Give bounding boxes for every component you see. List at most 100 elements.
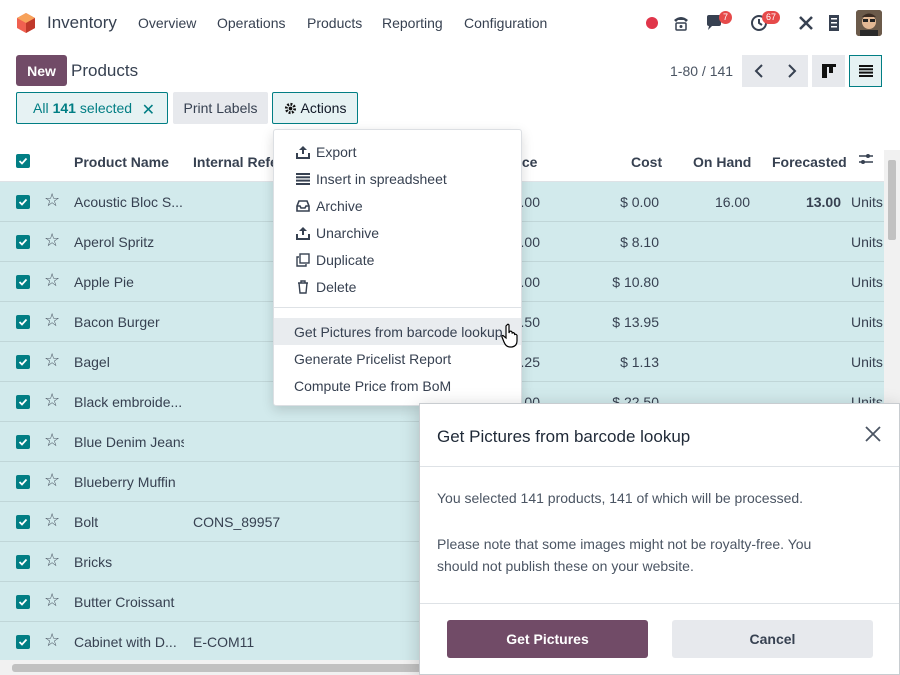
user-avatar[interactable]: [856, 10, 882, 36]
menu-item-insert-spreadsheet[interactable]: Insert in spreadsheet: [274, 165, 521, 192]
kanban-view-button[interactable]: [812, 55, 845, 87]
cell-uom[interactable]: Units: [851, 274, 883, 290]
row-checkbox[interactable]: [16, 195, 30, 209]
selection-chip[interactable]: All 141 selected ✕: [16, 92, 168, 124]
row-checkbox[interactable]: [16, 395, 30, 409]
status-dot-icon[interactable]: [645, 12, 659, 34]
pager-next-button[interactable]: [775, 55, 808, 87]
favorite-star-icon[interactable]: ☆: [44, 350, 61, 370]
cell-forecast[interactable]: 13.00: [805, 194, 841, 210]
close-icon[interactable]: [864, 425, 882, 443]
cell-price[interactable]: .00: [520, 274, 540, 290]
cell-name[interactable]: Bolt: [74, 514, 99, 530]
header-cost[interactable]: Cost: [631, 154, 663, 170]
cell-ref[interactable]: E-COM11: [193, 634, 255, 650]
row-checkbox[interactable]: [16, 515, 30, 529]
app-name[interactable]: Inventory: [47, 13, 117, 32]
cancel-button[interactable]: Cancel: [672, 620, 873, 658]
cell-name[interactable]: Butter Croissant: [74, 594, 175, 610]
print-labels-button[interactable]: Print Labels: [173, 92, 268, 124]
menu-configuration[interactable]: Configuration: [464, 15, 548, 31]
cell-uom[interactable]: Units: [851, 194, 883, 210]
favorite-star-icon[interactable]: ☆: [44, 590, 61, 610]
favorite-star-icon[interactable]: ☆: [44, 390, 61, 410]
menu-overview[interactable]: Overview: [138, 15, 197, 31]
row-checkbox[interactable]: [16, 275, 30, 289]
cell-name[interactable]: Blue Denim Jeans: [74, 434, 184, 450]
cell-name[interactable]: Bagel: [74, 354, 110, 370]
row-checkbox[interactable]: [16, 235, 30, 249]
cell-price[interactable]: .25: [520, 354, 540, 370]
cell-name[interactable]: Bricks: [74, 554, 113, 570]
header-forecasted[interactable]: Forecasted: [772, 154, 847, 170]
cell-ref[interactable]: CONS_89957: [193, 514, 281, 530]
cell-cost[interactable]: $ 1.13: [620, 354, 659, 370]
menu-item-compute-price-bom[interactable]: Compute Price from BoM: [274, 372, 521, 399]
cell-name[interactable]: Black embroide...: [74, 394, 183, 410]
favorite-star-icon[interactable]: ☆: [44, 310, 61, 330]
header-sales-price[interactable]: ice: [518, 154, 538, 170]
tools-icon[interactable]: [797, 12, 815, 34]
cell-price[interactable]: .00: [520, 234, 540, 250]
menu-products[interactable]: Products: [307, 15, 363, 31]
menu-item-archive[interactable]: Archive: [274, 192, 521, 219]
cell-onhand[interactable]: 16.00: [714, 194, 750, 210]
building-icon[interactable]: [826, 12, 842, 34]
actions-button[interactable]: Actions: [272, 92, 358, 124]
pager-value[interactable]: 1-80 / 141: [670, 63, 734, 79]
row-checkbox[interactable]: [16, 355, 30, 369]
menu-item-duplicate[interactable]: Duplicate: [274, 246, 521, 273]
cell-name[interactable]: Cabinet with D...: [74, 634, 177, 650]
menu-reporting[interactable]: Reporting: [382, 15, 443, 31]
row-checkbox[interactable]: [16, 435, 30, 449]
row-checkbox[interactable]: [16, 595, 30, 609]
list-view-button[interactable]: [849, 55, 882, 87]
favorite-star-icon[interactable]: ☆: [44, 550, 61, 570]
menu-item-delete[interactable]: Delete: [274, 273, 521, 300]
cell-cost[interactable]: $ 0.00: [620, 194, 659, 210]
menu-operations[interactable]: Operations: [217, 15, 286, 31]
chat-icon[interactable]: [704, 12, 726, 34]
select-all-checkbox[interactable]: [16, 154, 30, 168]
cell-price[interactable]: .50: [520, 314, 540, 330]
cell-name[interactable]: Blueberry Muffin: [74, 474, 176, 490]
header-internal-reference[interactable]: Internal Refe: [193, 154, 278, 170]
inventory-app-icon[interactable]: [15, 12, 37, 34]
favorite-star-icon[interactable]: ☆: [44, 510, 61, 530]
favorite-star-icon[interactable]: ☆: [44, 270, 61, 290]
favorite-star-icon[interactable]: ☆: [44, 430, 61, 450]
header-on-hand[interactable]: On Hand: [693, 154, 752, 170]
favorite-star-icon[interactable]: ☆: [44, 470, 61, 490]
menu-item-unarchive[interactable]: Unarchive: [274, 219, 521, 246]
cell-cost[interactable]: $ 10.80: [612, 274, 659, 290]
cell-name[interactable]: Apple Pie: [74, 274, 134, 290]
cell-uom[interactable]: Units: [851, 234, 883, 250]
favorite-star-icon[interactable]: ☆: [44, 190, 61, 210]
cell-cost[interactable]: $ 13.95: [612, 314, 659, 330]
column-settings-icon[interactable]: [858, 152, 874, 169]
cell-uom[interactable]: Units: [851, 354, 883, 370]
cell-name[interactable]: Bacon Burger: [74, 314, 160, 330]
favorite-star-icon[interactable]: ☆: [44, 630, 61, 650]
cell-cost[interactable]: $ 8.10: [620, 234, 659, 250]
new-button[interactable]: New: [16, 55, 67, 86]
cell-uom[interactable]: Units: [851, 314, 883, 330]
row-checkbox[interactable]: [16, 475, 30, 489]
row-checkbox[interactable]: [16, 315, 30, 329]
menu-item-generate-pricelist[interactable]: Generate Pricelist Report: [274, 345, 521, 372]
pager-previous-button[interactable]: [742, 55, 775, 87]
horizontal-scrollbar-thumb[interactable]: [12, 664, 442, 672]
close-icon[interactable]: ✕: [141, 102, 155, 119]
cell-name[interactable]: Acoustic Bloc S...: [74, 194, 183, 210]
favorite-star-icon[interactable]: ☆: [44, 230, 61, 250]
vertical-scrollbar-thumb[interactable]: [888, 160, 896, 240]
row-checkbox[interactable]: [16, 555, 30, 569]
cell-name[interactable]: Aperol Spritz: [74, 234, 155, 250]
row-checkbox[interactable]: [16, 635, 30, 649]
header-product-name[interactable]: Product Name: [74, 154, 169, 170]
phone-icon[interactable]: [671, 12, 691, 34]
menu-item-export[interactable]: Export: [274, 138, 521, 165]
get-pictures-button[interactable]: Get Pictures: [447, 620, 648, 658]
menu-item-get-pictures[interactable]: Get Pictures from barcode lookup: [274, 318, 521, 345]
cell-price[interactable]: .00: [520, 194, 540, 210]
